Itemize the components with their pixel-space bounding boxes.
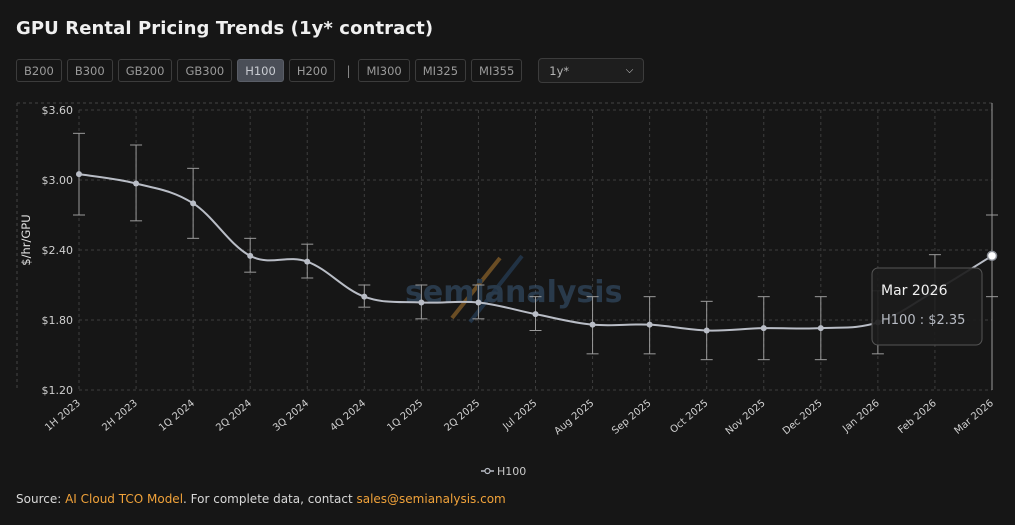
watermark-stripe bbox=[450, 256, 502, 320]
x-tick-label: 4Q 2024 bbox=[328, 398, 368, 434]
data-point bbox=[646, 321, 653, 328]
data-point bbox=[190, 200, 197, 207]
semianalysis-watermark: semianalysis bbox=[405, 254, 622, 324]
legend-marker bbox=[484, 467, 491, 475]
gpu-toolbar: B200 B300 GB200 GB300 H100 H200 | MI300 … bbox=[16, 58, 645, 83]
source-middle: . For complete data, contact bbox=[183, 492, 357, 506]
data-point bbox=[817, 325, 824, 332]
x-tick-label: 2Q 2025 bbox=[442, 398, 482, 434]
gpu-button-gb200[interactable]: GB200 bbox=[117, 59, 173, 82]
chart-legend: H100 bbox=[481, 465, 526, 478]
y-tick-label: $3.00 bbox=[42, 174, 74, 187]
x-tick-label: 1Q 2024 bbox=[157, 398, 197, 434]
x-tick-label: Feb 2026 bbox=[896, 398, 939, 436]
x-tick-label: Oct 2025 bbox=[668, 398, 710, 436]
data-point bbox=[361, 293, 368, 300]
x-tick-label: Jul 2025 bbox=[500, 398, 539, 433]
gpu-button-h100[interactable]: H100 bbox=[237, 59, 284, 82]
tooltip-box bbox=[871, 267, 983, 346]
legend-label: H100 bbox=[497, 465, 526, 478]
x-tick-label: Jan 2026 bbox=[840, 398, 882, 435]
gpu-button-gb300[interactable]: GB300 bbox=[177, 59, 233, 82]
x-tick-label: 2H 2023 bbox=[100, 398, 140, 434]
y-tick-label: $2.40 bbox=[42, 244, 74, 257]
data-point bbox=[532, 311, 539, 318]
data-point bbox=[475, 299, 482, 306]
x-tick-label: Nov 2025 bbox=[724, 398, 768, 437]
data-point bbox=[304, 258, 311, 265]
x-tick-label: 3Q 2024 bbox=[271, 398, 311, 434]
x-tick-label: Mar 2026 bbox=[952, 398, 995, 437]
data-point bbox=[418, 299, 425, 306]
tooltip-value: H100 : $2.35 bbox=[881, 313, 965, 328]
y-tick-label: $3.60 bbox=[42, 104, 74, 117]
data-point bbox=[760, 325, 767, 332]
x-tick-label: Aug 2025 bbox=[553, 398, 597, 437]
y-tick-label: $1.80 bbox=[42, 314, 74, 327]
y-axis-title: $/hr/GPU bbox=[19, 214, 33, 265]
chart-title: GPU Rental Pricing Trends (1y* contract) bbox=[16, 18, 434, 39]
x-tick-label: 1Q 2025 bbox=[385, 398, 425, 434]
source-prefix: Source: bbox=[16, 492, 66, 506]
x-tick-label: 2Q 2024 bbox=[214, 398, 254, 434]
gpu-button-b200[interactable]: B200 bbox=[16, 59, 62, 82]
toolbar-separator: | bbox=[346, 63, 351, 78]
source-note: Source: AI Cloud TCO Model. For complete… bbox=[16, 492, 506, 506]
x-tick-label: Dec 2025 bbox=[781, 398, 825, 437]
tco-model-link[interactable]: AI Cloud TCO Model bbox=[65, 492, 184, 506]
x-tick-label: Sep 2025 bbox=[610, 398, 653, 437]
x-tick-label: 1H 2023 bbox=[43, 398, 83, 434]
data-point bbox=[703, 327, 710, 334]
price-chart[interactable]: $1.20 $1.80 $2.40 $3.00 $3.60 1H 2023 2H 2023 1… bbox=[0, 0, 1015, 490]
contract-select-value: 1y* bbox=[549, 63, 570, 78]
data-point bbox=[76, 171, 82, 178]
data-point bbox=[247, 252, 254, 259]
data-point bbox=[589, 321, 596, 328]
contract-select[interactable]: 1y* ⌵ bbox=[538, 58, 645, 83]
chevron-down-icon: ⌵ bbox=[625, 65, 634, 76]
watermark-text: semianalysis bbox=[405, 275, 622, 310]
gpu-button-mi355[interactable]: MI355 bbox=[471, 59, 523, 82]
data-point bbox=[133, 180, 140, 187]
gpu-button-mi325[interactable]: MI325 bbox=[414, 59, 467, 82]
sales-email-link[interactable]: sales@semianalysis.com bbox=[356, 492, 506, 506]
data-point-active bbox=[986, 250, 998, 262]
gpu-button-mi300[interactable]: MI300 bbox=[358, 59, 410, 82]
y-tick-label: $1.20 bbox=[42, 384, 74, 397]
gpu-button-h200[interactable]: H200 bbox=[288, 59, 336, 82]
tooltip-title: Mar 2026 bbox=[881, 283, 948, 299]
tooltip: Mar 2026 H100 : $2.35 bbox=[871, 267, 983, 346]
gpu-button-b300[interactable]: B300 bbox=[66, 59, 113, 82]
